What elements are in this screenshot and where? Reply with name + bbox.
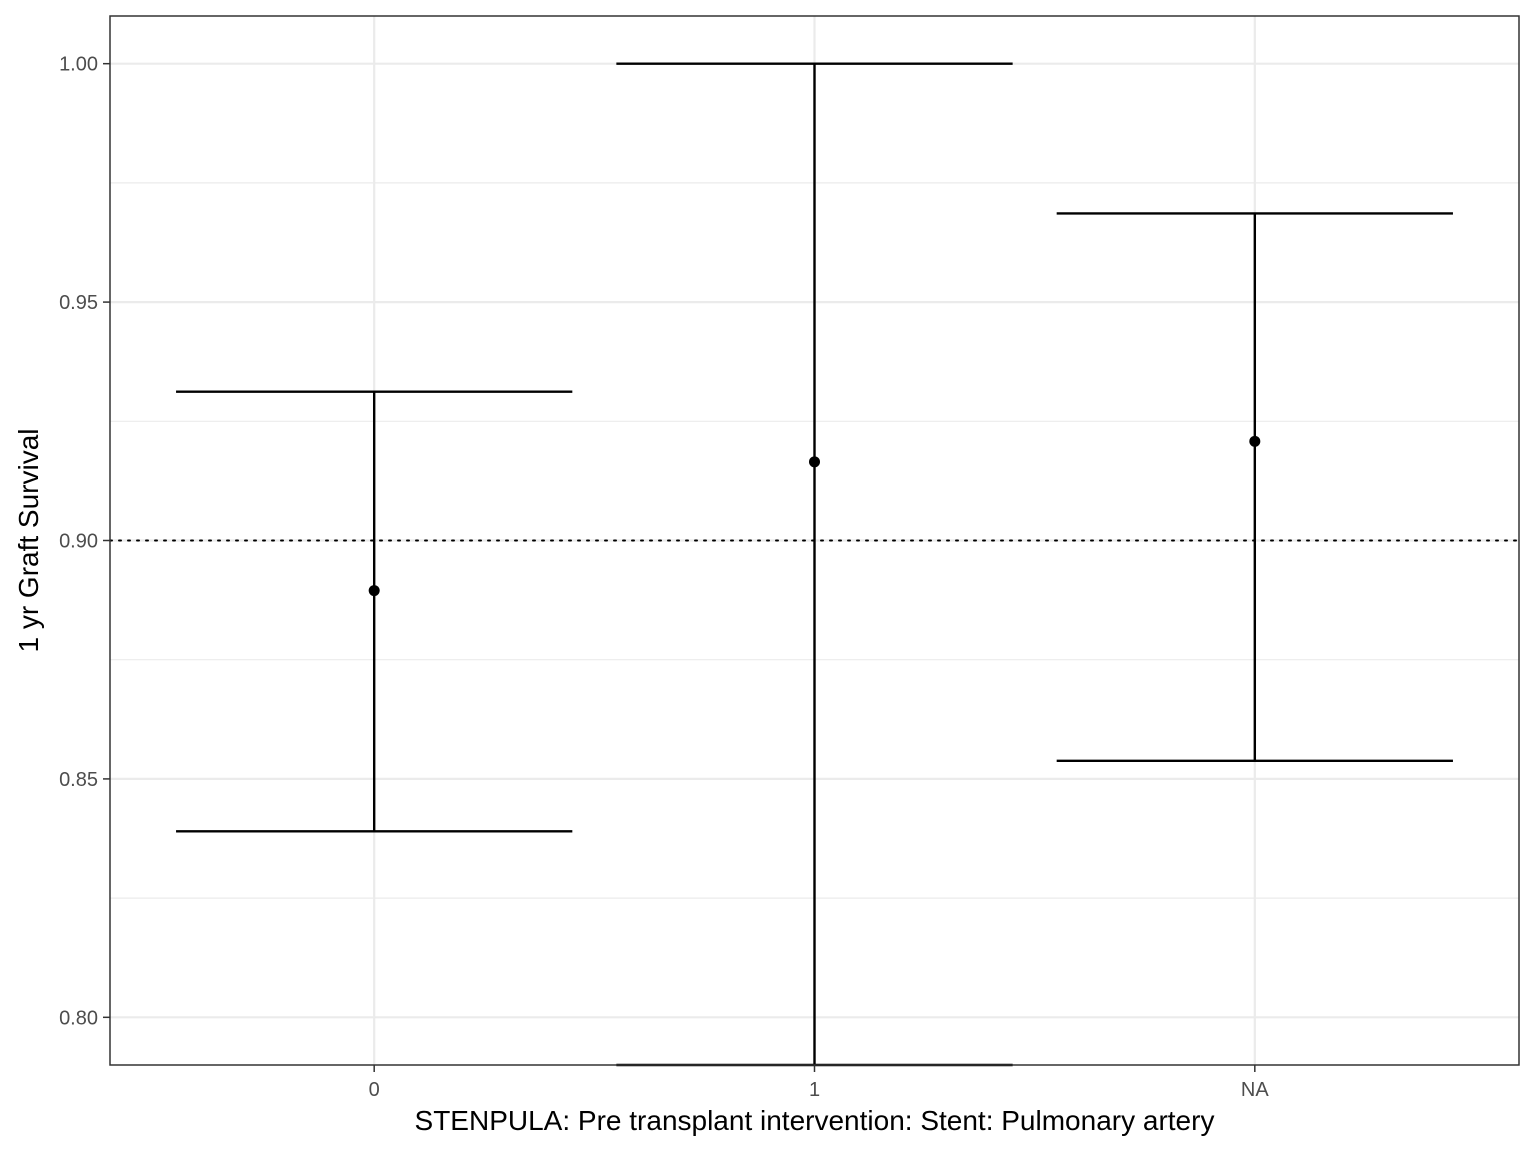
y-axis: 0.80 0.85 0.90 0.95 1.00 <box>59 54 110 1029</box>
y-tick-label: 0.95 <box>59 292 98 314</box>
point-1 <box>809 456 820 468</box>
x-tick-label: 1 <box>809 1079 820 1101</box>
x-axis: 0 1 NA <box>369 1065 1269 1101</box>
y-axis-title: 1 yr Graft Survival <box>13 428 44 652</box>
errorbar-0 <box>176 390 573 833</box>
y-tick-label: 0.90 <box>59 531 98 553</box>
y-tick-label: 0.85 <box>59 769 98 791</box>
x-axis-title: STENPULA: Pre transplant intervention: S… <box>415 1105 1215 1136</box>
x-tick-label: NA <box>1241 1079 1269 1101</box>
errorbar-NA <box>1056 212 1453 762</box>
y-tick-label: 1.00 <box>59 54 98 76</box>
point-NA <box>1249 435 1261 447</box>
x-tick-label: 0 <box>369 1079 380 1101</box>
point-0 <box>368 585 380 597</box>
y-tick-label: 0.80 <box>59 1007 98 1029</box>
data-points <box>368 435 1261 597</box>
